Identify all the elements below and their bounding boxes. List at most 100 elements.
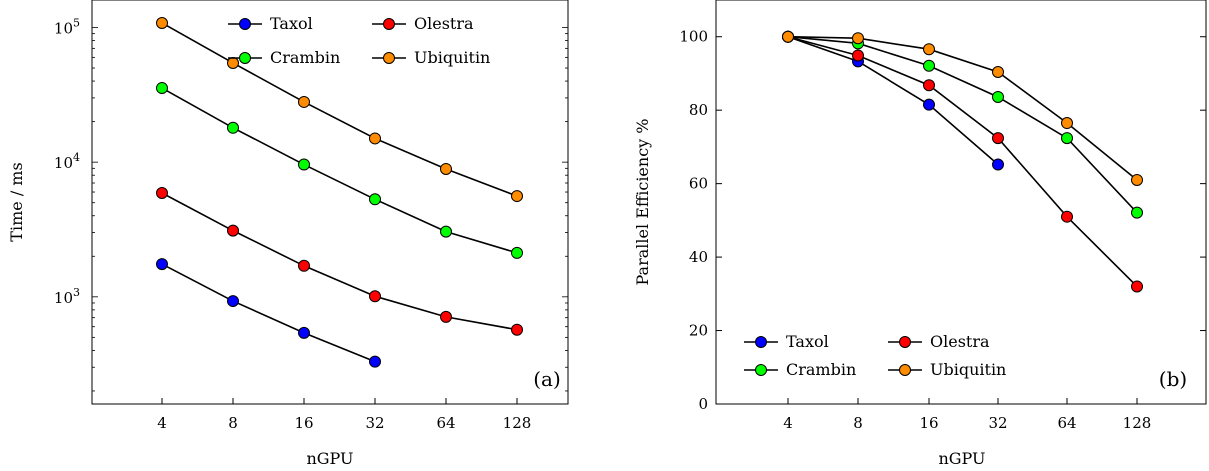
panel-a-point-olestra <box>511 323 523 336</box>
panel-a-point-ubiquitin <box>298 95 310 108</box>
panel-a-ytick-label: 103 <box>54 286 80 307</box>
panel-b-ytick-label: 40 <box>689 248 708 266</box>
panel-a-point-taxol <box>156 258 168 271</box>
panel-b-legend-label: Ubiquitin <box>930 360 1006 379</box>
panel-b-point-ubiquitin <box>1131 173 1143 186</box>
panel-a-legend-marker <box>383 52 395 64</box>
panel-b-legend-label: Crambin <box>786 360 856 379</box>
panel-a-series-line-taxol <box>161 263 376 363</box>
panel-a-point-ubiquitin <box>227 56 239 69</box>
panel-a-xlabel: nGPU <box>306 449 353 468</box>
panel-a-legend-marker <box>239 18 251 30</box>
panel-a-point-olestra <box>440 310 452 323</box>
panel-a-plot-frame <box>91 0 569 405</box>
panel-b-point-ubiquitin <box>782 30 794 43</box>
panel-a-point-ubiquitin <box>369 132 381 145</box>
panel-b-point-olestra <box>992 132 1004 145</box>
panel-a-tick-marks: 4 8 16 32 64 128 103 104 105 <box>54 16 568 432</box>
panel-b-point-ubiquitin <box>923 43 935 56</box>
panel-b-point-crambin <box>1131 206 1143 219</box>
panel-a-time-chart: 4 8 16 32 64 128 103 104 105 Taxol Olestra Crambin… <box>7 0 569 468</box>
panel-a-xtick-label: 8 <box>228 414 238 432</box>
panel-b-tag: (b) <box>1159 367 1187 391</box>
panel-b-ytick-label: 20 <box>689 322 708 340</box>
panel-b-point-crambin <box>992 90 1004 103</box>
panel-a-point-crambin <box>227 121 239 134</box>
panel-b-series-line-ubiquitin <box>787 35 1138 181</box>
panel-a-xtick-label: 32 <box>365 414 384 432</box>
panel-b-point-crambin <box>923 59 935 72</box>
panel-b-ytick-label: 0 <box>698 395 708 413</box>
panel-a-point-olestra <box>369 290 381 303</box>
panel-a-point-taxol <box>369 355 381 368</box>
panel-a-legend-marker <box>239 52 251 64</box>
panel-b-xtick-label: 16 <box>919 414 938 432</box>
panel-b-legend-marker <box>899 336 911 348</box>
panel-a-point-crambin <box>156 82 168 95</box>
panel-b-series-line-taxol <box>787 35 999 166</box>
panel-a-point-crambin <box>298 158 310 171</box>
panel-b-series-group <box>782 30 1143 293</box>
panel-a-point-olestra <box>298 259 310 272</box>
panel-b-point-taxol <box>992 158 1004 171</box>
panel-b-ylabel: Parallel Efficiency % <box>633 119 652 286</box>
panel-a-xtick-label: 128 <box>503 414 532 432</box>
panel-b-series-line-crambin <box>787 35 1138 214</box>
panel-b-legend-label: Taxol <box>786 332 829 351</box>
panel-a-ytick-label: 105 <box>54 16 80 37</box>
panel-b-ytick-label: 80 <box>689 101 708 119</box>
panel-a-xtick-label: 64 <box>436 414 455 432</box>
panel-b-point-olestra <box>923 79 935 92</box>
panel-b-plot-frame <box>715 0 1207 405</box>
panel-b-xtick-label: 32 <box>988 414 1007 432</box>
panel-a-legend-label: Crambin <box>270 48 340 67</box>
panel-a-point-crambin <box>511 246 523 259</box>
panel-a-point-ubiquitin <box>511 190 523 203</box>
panel-a-point-ubiquitin <box>156 16 168 29</box>
panel-a-legend-label: Olestra <box>414 14 474 33</box>
panel-b-legend-marker <box>899 364 911 376</box>
panel-b-ytick-label: 100 <box>679 28 708 46</box>
panel-b-xtick-label: 128 <box>1123 414 1152 432</box>
panel-b-point-crambin <box>1061 132 1073 145</box>
panel-b-ytick-label: 60 <box>689 175 708 193</box>
panel-a-legend-label: Ubiquitin <box>414 48 490 67</box>
panel-b-point-taxol <box>923 98 935 111</box>
panel-b-xtick-label: 4 <box>783 414 793 432</box>
panel-a-point-olestra <box>227 224 239 237</box>
panel-a-point-taxol <box>298 326 310 339</box>
panel-a-ylabel: Time / ms <box>7 162 26 241</box>
panel-b-legend-marker <box>755 364 767 376</box>
panel-b-xtick-label: 64 <box>1057 414 1076 432</box>
panel-b-legend-marker <box>755 336 767 348</box>
panel-b-xtick-label: 8 <box>853 414 863 432</box>
panel-b-point-ubiquitin <box>992 65 1004 78</box>
panel-a-point-crambin <box>440 225 452 238</box>
panel-a-point-taxol <box>227 295 239 308</box>
panel-a-series-line-crambin <box>161 87 518 254</box>
panel-b-legend-label: Olestra <box>930 332 990 351</box>
panel-b-tick-marks: 4 8 16 32 64 128 0 20 40 60 80 100 <box>679 28 1206 432</box>
panel-a-legend-marker <box>383 18 395 30</box>
panel-b-point-olestra <box>852 49 864 62</box>
panel-a-xtick-label: 16 <box>294 414 313 432</box>
panel-b-point-olestra <box>1131 280 1143 293</box>
panel-a-point-ubiquitin <box>440 162 452 175</box>
panel-a-tag: (a) <box>533 367 561 391</box>
panel-b-legend: Taxol Olestra Crambin Ubiquitin <box>744 332 1006 379</box>
panel-a-series-line-olestra <box>161 192 518 331</box>
panel-a-legend: Taxol Olestra Crambin Ubiquitin <box>228 14 490 67</box>
panel-a-point-crambin <box>369 193 381 206</box>
panel-a-xtick-label: 4 <box>157 414 167 432</box>
panel-a-legend-label: Taxol <box>270 14 313 33</box>
panel-a-point-olestra <box>156 187 168 200</box>
panel-b-xlabel: nGPU <box>938 449 985 468</box>
panel-b-efficiency-chart: 4 8 16 32 64 128 0 20 40 60 80 100 Taxol Olestra Cram… <box>633 0 1207 468</box>
panel-a-series-group <box>156 16 523 368</box>
panel-b-point-olestra <box>1061 210 1073 223</box>
panel-b-point-ubiquitin <box>1061 117 1073 130</box>
panel-a-series-line-ubiquitin <box>161 22 518 197</box>
panel-b-series-line-olestra <box>787 35 1138 288</box>
panel-a-ytick-label: 104 <box>54 151 80 172</box>
